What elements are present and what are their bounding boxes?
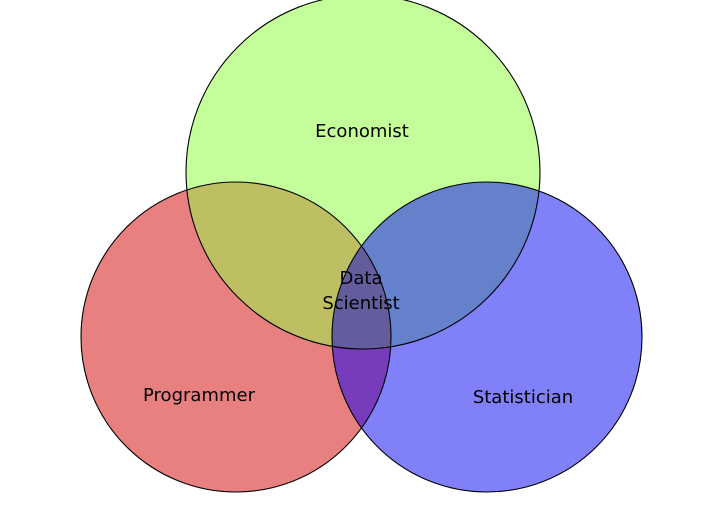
programmer-label: Programmer: [143, 385, 256, 406]
center-label-line2: Scientist: [322, 293, 399, 314]
economist-statistician-overlap: [332, 182, 540, 349]
programmer-economist-overlap: [186, 182, 391, 349]
economist-label: Economist: [315, 121, 409, 142]
economist-outline: [185, 0, 541, 350]
statistician-label: Statistician: [473, 387, 573, 408]
center-label-line1: Data: [340, 268, 383, 289]
statistician-outline: [331, 181, 643, 493]
programmer-outline: [80, 181, 392, 493]
